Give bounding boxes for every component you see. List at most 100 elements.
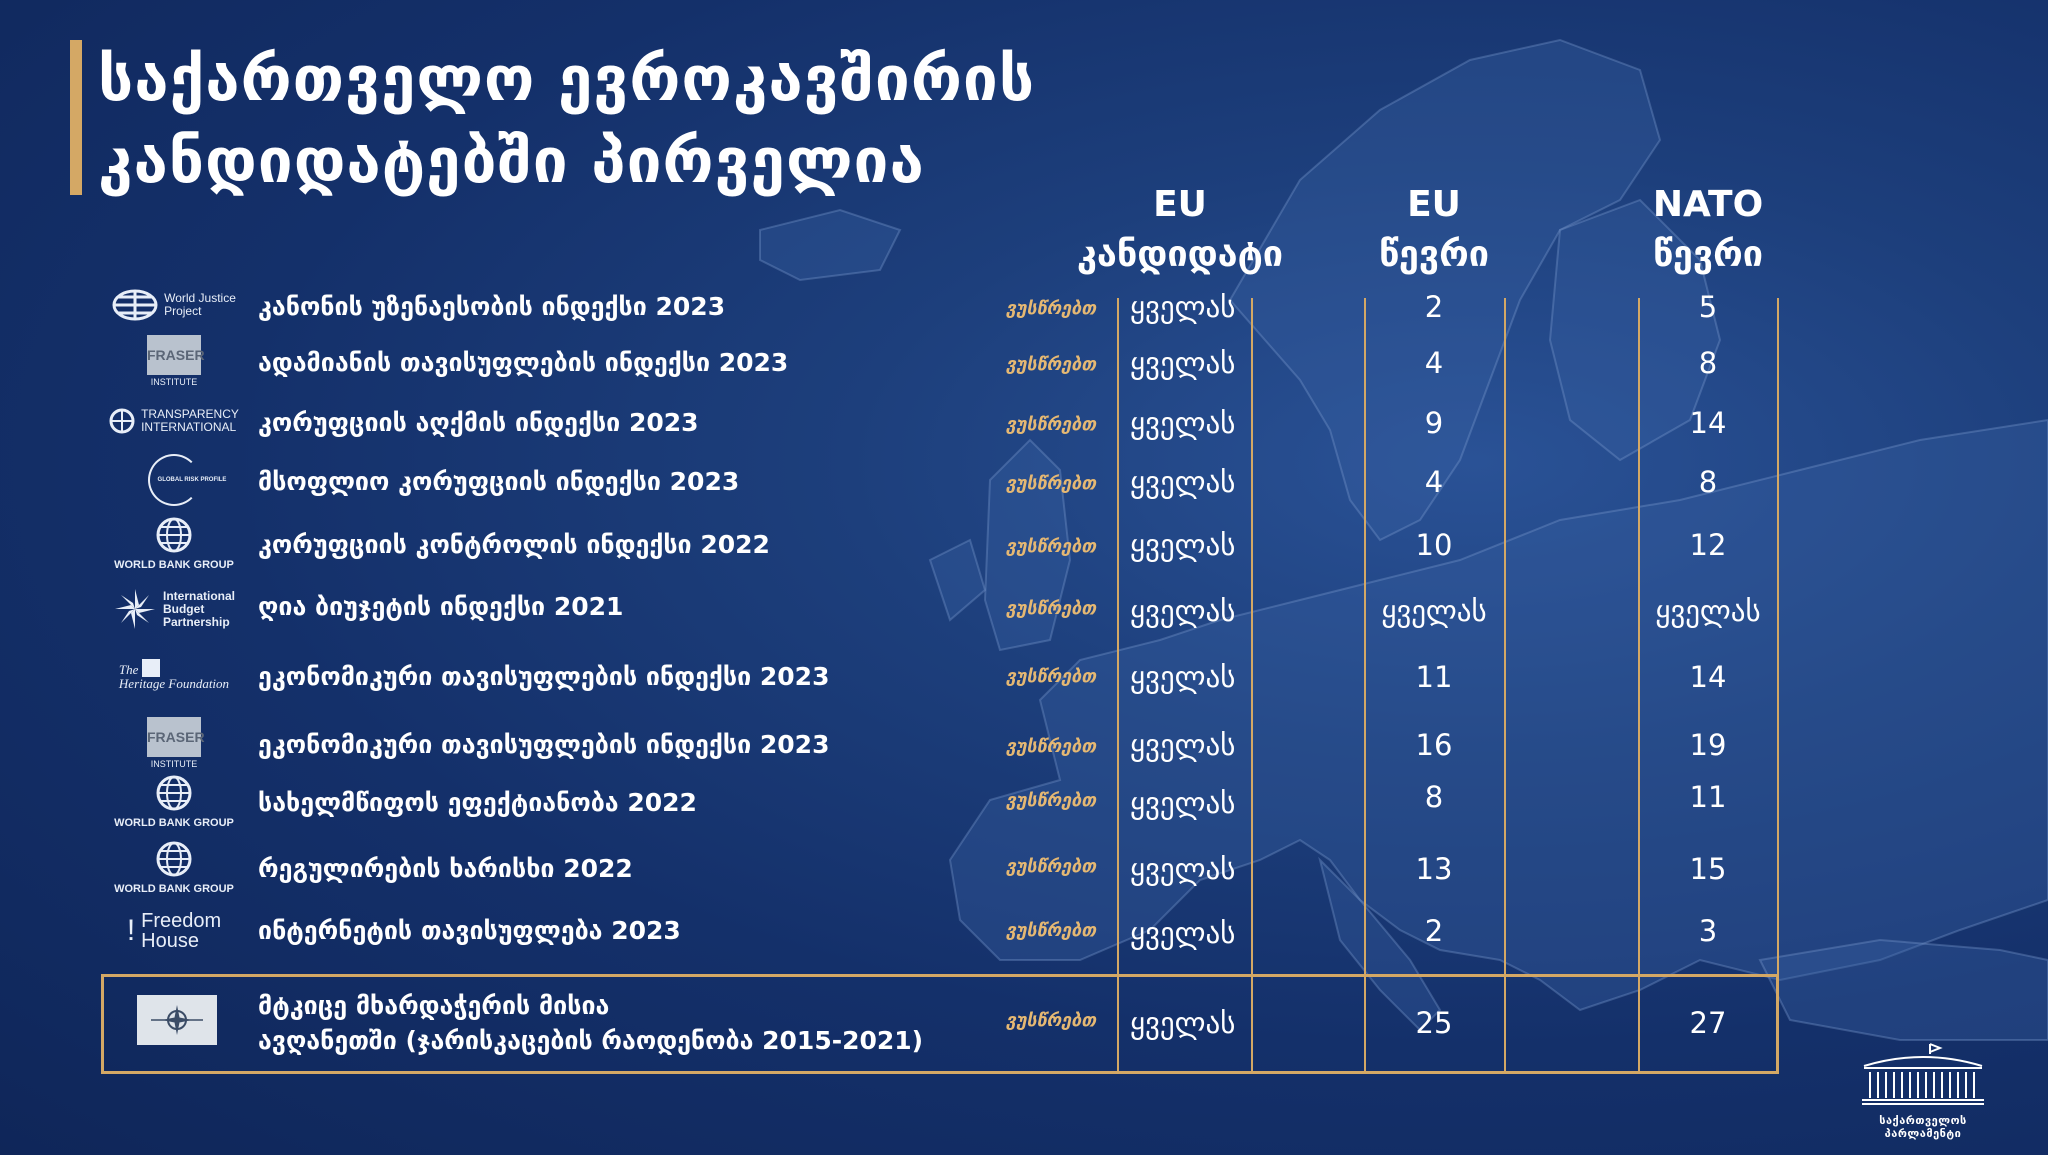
leads-label: ვუსწრებთ — [1006, 414, 1097, 435]
leads-label: ვუსწრებთ — [1006, 354, 1097, 375]
logo-text: Budget — [162, 601, 205, 616]
title-line-1: საქართველო ევროკავშირის — [98, 42, 1036, 115]
logo-text: WORLD BANK GROUP — [114, 816, 234, 829]
fraser-institute-logo: FRASER INSTITUTE — [100, 334, 248, 388]
eu-member-value: 25 — [1415, 1006, 1453, 1040]
column-header-nato-member-line1: NATO — [1652, 184, 1764, 225]
grid-line — [1364, 298, 1366, 1072]
index-label: კანონის უზენაესობის ინდექსი 2023 — [258, 292, 726, 321]
nato-member-value: 27 — [1689, 1006, 1727, 1040]
logo-text: Partnership — [162, 614, 230, 629]
nato-member-value: 14 — [1689, 406, 1727, 440]
globe-icon — [156, 841, 192, 876]
column-header-eu-candidate: EU კანდიდატი — [1060, 180, 1300, 280]
leads-label: ვუსწრებთ — [1006, 298, 1097, 319]
globe-icon — [109, 408, 135, 434]
leads-label: ვუსწრებთ — [1006, 790, 1097, 811]
column-header-nato-member-line2: წევრი — [1652, 234, 1764, 275]
eu-member-value: 4 — [1424, 465, 1444, 499]
eu-member-value: 2 — [1424, 914, 1444, 948]
bell-icon — [142, 659, 161, 677]
eu-candidate-value: ყველას — [1130, 528, 1236, 562]
table-row: WORLD BANK GROUP კორუფციის კონტროლის ინდ… — [0, 516, 2048, 576]
grid-line — [1251, 298, 1253, 1072]
globe-icon — [156, 775, 192, 810]
index-label: ეკონომიკური თავისუფლების ინდექსი 2023 — [258, 730, 830, 759]
table-row: International Budget Partnership ღია ბიუჯე… — [0, 582, 2048, 642]
eu-candidate-value: ყველას — [1130, 728, 1236, 762]
world-bank-group-logo: WORLD BANK GROUP — [100, 516, 248, 571]
eu-member-value: 9 — [1424, 406, 1444, 440]
eu-candidate-value: ყველას — [1130, 290, 1236, 324]
torch-icon: ǃ — [126, 914, 136, 947]
eu-candidate-value: ყველას — [1130, 346, 1236, 380]
globe-icon — [156, 517, 192, 552]
nato-member-value: 11 — [1689, 780, 1727, 814]
heritage-foundation-logo: The Heritage Foundation — [100, 648, 248, 702]
leads-label: ვუსწრებთ — [1006, 598, 1097, 619]
eu-member-value: ყველას — [1381, 594, 1487, 628]
table-row: TRANSPARENCY INTERNATIONAL კორუფციის აღქმ… — [0, 394, 2048, 454]
nato-member-value: 15 — [1689, 852, 1727, 886]
nato-member-value: ყველას — [1655, 594, 1761, 628]
eu-member-value: 11 — [1415, 660, 1453, 694]
leads-label: ვუსწრებთ — [1006, 1010, 1097, 1031]
leads-label: ვუსწრებთ — [1006, 666, 1097, 687]
leads-label: ვუსწრებთ — [1006, 920, 1097, 941]
logo-text: International — [162, 588, 235, 603]
title-line-2: კანდიდატებში პირველია — [98, 124, 925, 197]
sunburst-icon — [114, 589, 155, 629]
logo-text: WORLD BANK GROUP — [114, 558, 234, 571]
parliament-text: საქართველოს პარლამენტი — [1879, 1114, 1967, 1140]
eu-candidate-value: ყველას — [1130, 406, 1236, 440]
eu-candidate-value: ყველას — [1130, 465, 1236, 499]
leads-label: ვუსწრებთ — [1006, 736, 1097, 757]
eu-member-value: 10 — [1415, 528, 1453, 562]
logo-text: INSTITUTE — [150, 377, 198, 387]
logo-text: Heritage Foundation — [118, 676, 230, 691]
world-justice-project-logo: World Justice Project — [100, 278, 248, 332]
compass-star-icon — [151, 1005, 203, 1035]
logo-text: FRASER — [147, 335, 205, 375]
index-label: ღია ბიუჯეტის ინდექსი 2021 — [258, 592, 624, 621]
logo-text: FRASER — [147, 717, 205, 757]
column-header-eu-member-line1: EU — [1407, 184, 1461, 225]
table-row: GLOBAL RISK PROFILE მსოფლიო კორუფციის ინ… — [0, 453, 2048, 513]
eu-member-value: 4 — [1424, 346, 1444, 380]
eu-member-value: 13 — [1415, 852, 1453, 886]
index-label: კორუფციის აღქმის ინდექსი 2023 — [258, 408, 699, 437]
international-budget-partnership-logo: International Budget Partnership — [100, 582, 248, 636]
index-label: კორუფციის კონტროლის ინდექსი 2022 — [258, 530, 770, 559]
table-row: FRASER INSTITUTE ადამიანის თავისუფლების … — [0, 334, 2048, 394]
eu-member-value: 16 — [1415, 728, 1453, 762]
table-row: The Heritage Foundation ეკონომიკური თავი… — [0, 648, 2048, 708]
nato-member-value: 19 — [1689, 728, 1727, 762]
world-bank-group-logo: WORLD BANK GROUP — [100, 774, 248, 829]
nato-member-value: 5 — [1698, 290, 1718, 324]
last-row-label: მტკიცე მხარდაჭერის მისია ავღანეთში (ჯარი… — [258, 988, 923, 1058]
index-label: სახელმწიფოს ეფექტიანობა 2022 — [258, 788, 697, 817]
table-row: World Justice Project კანონის უზენაესობის… — [0, 278, 2048, 338]
leads-label: ვუსწრებთ — [1006, 473, 1097, 494]
table-row: FRASER INSTITUTE ეკონომიკური თავისუფლები… — [0, 716, 2048, 776]
eu-candidate-value: ყველას — [1130, 594, 1236, 628]
table-row: ǃ Freedom House ინტერნეტის თავისუფლება 20… — [0, 904, 2048, 964]
grid-line — [1117, 298, 1119, 1072]
index-label: ინტერნეტის თავისუფლება 2023 — [258, 916, 681, 945]
nato-member-value: 8 — [1698, 346, 1718, 380]
leads-label: ვუსწრებთ — [1006, 856, 1097, 877]
logo-text: WORLD BANK GROUP — [114, 882, 234, 895]
index-label: რეგულირების ხარისხი 2022 — [258, 854, 633, 883]
world-bank-group-logo: WORLD BANK GROUP — [100, 840, 248, 895]
logo-text: House — [141, 930, 199, 952]
index-label: ადამიანის თავისუფლების ინდექსი 2023 — [258, 348, 789, 377]
column-header-nato-member: NATO წევრი — [1618, 180, 1798, 280]
eu-candidate-value: ყველას — [1130, 916, 1236, 950]
eu-candidate-value: ყველას — [1130, 852, 1236, 886]
index-label: ეკონომიკური თავისუფლების ინდექსი 2023 — [258, 662, 830, 691]
grid-line — [1777, 298, 1779, 974]
parliament-building-icon — [1862, 1043, 1984, 1105]
title-accent-bar — [70, 40, 82, 195]
column-header-eu-candidate-line2: კანდიდატი — [1076, 234, 1284, 275]
